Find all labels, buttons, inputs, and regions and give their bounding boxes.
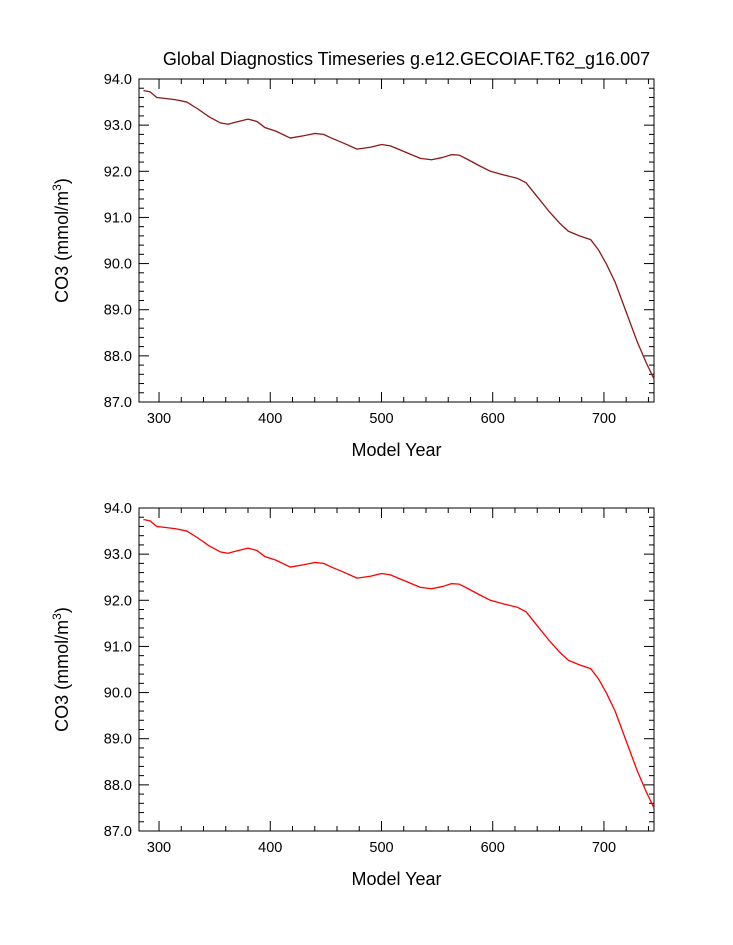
y-axis-label-close: ) [52,607,72,613]
y-tick-label: 94.0 [104,72,132,88]
y-axis-label-close: ) [52,178,72,184]
x-axis-label: Model Year [351,440,441,460]
x-tick-label: 400 [258,840,282,856]
y-tick-label: 87.0 [104,824,132,840]
series-line-1 [143,518,655,809]
chart-panel-2: 87.0 88.0 89.0 90.0 91.0 92.0 93.0 94.0 300 400 50… [50,501,655,889]
x-tick-label: 400 [258,411,282,427]
y-axis-label-main: CO3 (mmol/m [52,191,72,303]
x-tick-label: 700 [592,840,616,856]
y-axis-label: CO3 (mmol/m3) [50,178,72,303]
y-tick-label: 91.0 [104,639,132,655]
y-axis-label-main: CO3 (mmol/m [52,620,72,732]
x-axis-label: Model Year [351,869,441,889]
y-axis-label: CO3 (mmol/m3) [50,607,72,732]
y-tick-label: 94.0 [104,501,132,517]
x-tick-label: 300 [147,840,171,856]
y-tick-label: 93.0 [104,118,132,134]
y-tick-label: 89.0 [104,303,132,319]
chart-title: Global Diagnostics Timeseries g.e12.GECO… [163,49,650,70]
y-tick-label: 90.0 [104,686,132,702]
y-axis-label-superscript: 3 [50,184,64,191]
chart-panel-1: Global Diagnostics Timeseries g.e12.GECO… [50,49,655,460]
x-tick-label: 500 [369,840,393,856]
y-tick-label: 91.0 [104,210,132,226]
x-tick-label: 600 [481,411,505,427]
plot-frame [138,507,655,832]
x-tick-label: 700 [592,411,616,427]
plot-frame [138,78,655,403]
y-tick-label: 88.0 [104,778,132,794]
y-tick-label: 88.0 [104,349,132,365]
y-tick-label: 90.0 [104,257,132,273]
series-line-1 [143,89,655,380]
y-tick-label: 92.0 [104,164,132,180]
y-tick-label: 89.0 [104,732,132,748]
y-tick-label: 87.0 [104,395,132,411]
y-tick-label: 92.0 [104,593,132,609]
x-tick-label: 500 [369,411,393,427]
y-axis-label-superscript: 3 [50,613,64,620]
x-tick-label: 600 [481,840,505,856]
x-tick-label: 300 [147,411,171,427]
y-tick-label: 93.0 [104,547,132,563]
